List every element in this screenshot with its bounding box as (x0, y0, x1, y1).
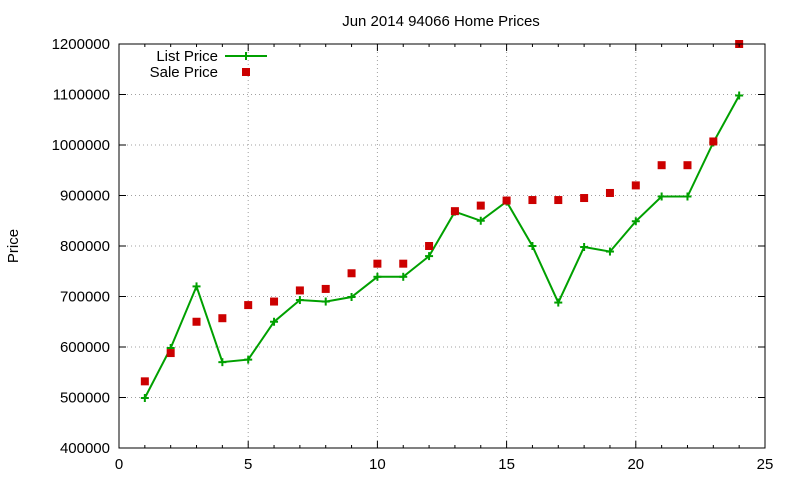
sale-price-point (166, 349, 175, 358)
x-tick-label: 0 (115, 456, 123, 473)
grid (119, 44, 765, 448)
x-tick-label: 10 (369, 456, 386, 473)
list-price-point (270, 317, 279, 326)
x-tick-label: 15 (498, 456, 515, 473)
sale-price-point (192, 317, 201, 326)
sale-price-point (683, 161, 692, 170)
list-price-point (399, 272, 408, 281)
list-price-point (554, 298, 563, 307)
sale-price-point (709, 137, 718, 146)
y-tick-label: 1100000 (53, 87, 110, 104)
list-price-point (631, 217, 640, 226)
list-price-point (425, 252, 434, 261)
list-price-point (295, 296, 304, 305)
x-tick-label: 25 (757, 456, 774, 473)
sale-price-point (244, 301, 253, 310)
x-tick-label: 5 (244, 456, 252, 473)
x-tick-label: 20 (627, 456, 644, 473)
list-price-point (735, 91, 744, 100)
y-tick-label: 700000 (60, 289, 110, 306)
sale-price-point (347, 269, 356, 278)
sale-price-point (554, 196, 563, 205)
sale-price-point (528, 196, 537, 205)
sale-price-point (450, 207, 459, 216)
y-tick-label: 900000 (60, 188, 110, 205)
sale-price-point (140, 377, 149, 386)
list-price-line (143, 95, 741, 399)
sale-price-point (295, 286, 304, 295)
sale-price-point (425, 242, 434, 250)
legend-label-sale-price: Sale Price (150, 64, 218, 81)
list-price-point (528, 242, 537, 250)
list-price-point (192, 282, 201, 291)
list-price-point (605, 247, 614, 256)
list-price-point (476, 216, 485, 225)
list-price-point (580, 243, 589, 252)
axis-ticks: 400000 500000 600000 700000 800000 900000 1000… (52, 36, 774, 473)
list-price-point (321, 297, 330, 306)
sale-price-point (657, 161, 666, 170)
sale-price-point (270, 297, 279, 306)
list-price-point (683, 192, 692, 201)
legend-swatch-square (242, 68, 250, 76)
sale-price-point (631, 181, 640, 190)
y-tick-label: 1000000 (52, 137, 110, 154)
list-price-point (657, 192, 666, 201)
y-tick-label: 800000 (60, 238, 110, 255)
sale-price-point (502, 196, 511, 205)
sale-price-point (605, 188, 614, 197)
y-tick-label: 600000 (60, 339, 110, 356)
list-price-point (218, 358, 227, 367)
sale-price-point (580, 194, 589, 203)
list-price-point (140, 394, 149, 403)
y-tick-label: 500000 (60, 390, 110, 407)
sale-price-point (321, 284, 330, 293)
sale-price-point (373, 259, 382, 268)
y-axis-label: Price (5, 229, 22, 263)
y-tick-label: 1200000 (52, 36, 110, 53)
series-layer (140, 40, 744, 403)
list-price-point (244, 355, 253, 364)
y-tick-label: 400000 (60, 440, 110, 457)
sale-price-point (218, 314, 227, 323)
list-price-point (347, 293, 356, 302)
list-price-point (373, 272, 382, 281)
sale-price-point (399, 259, 408, 268)
sale-price-point (476, 201, 485, 210)
chart-title: Jun 2014 94066 Home Prices (342, 13, 540, 30)
legend-label-list-price: List Price (156, 48, 218, 65)
